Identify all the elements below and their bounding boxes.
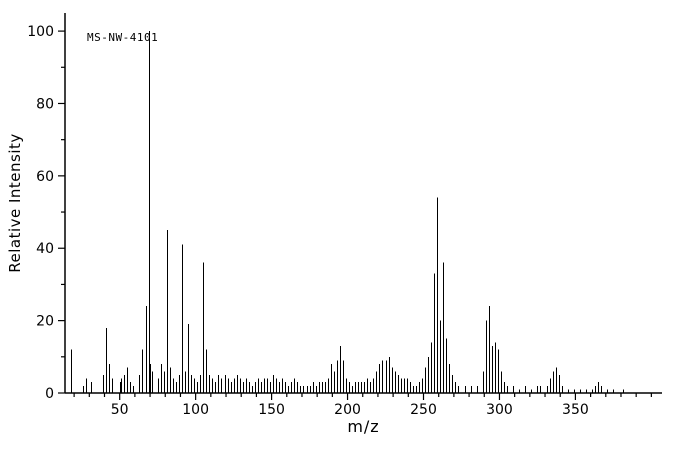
y-tick-label: 0: [45, 386, 54, 402]
x-tick-label: 100: [182, 402, 209, 418]
axes: [64, 13, 662, 394]
y-tick-label: 20: [36, 314, 54, 330]
x-tick-label: 250: [410, 402, 437, 418]
x-axis-ticks: [73, 393, 652, 400]
y-tick-label: 40: [36, 241, 54, 257]
y-tick-label: 60: [36, 169, 54, 185]
y-axis-ticks: [58, 30, 65, 394]
x-tick-labels: 50 100 150 200 250 300 350: [111, 402, 589, 418]
y-tick-label: 100: [27, 24, 54, 40]
y-tick-label: 80: [36, 96, 54, 112]
peaks-group: [71, 31, 624, 393]
x-axis-label: m/z: [347, 417, 380, 436]
x-tick-label: 300: [486, 402, 513, 418]
x-tick-label: 200: [334, 402, 361, 418]
x-tick-label: 350: [562, 402, 589, 418]
x-tick-label: 150: [258, 402, 285, 418]
y-axis-label: Relative Intensity: [6, 133, 24, 273]
y-tick-labels: 0 20 40 60 80 100: [27, 24, 54, 402]
x-tick-label: 50: [111, 402, 129, 418]
spectrum-id-label: MS-NW-4101: [87, 31, 159, 44]
